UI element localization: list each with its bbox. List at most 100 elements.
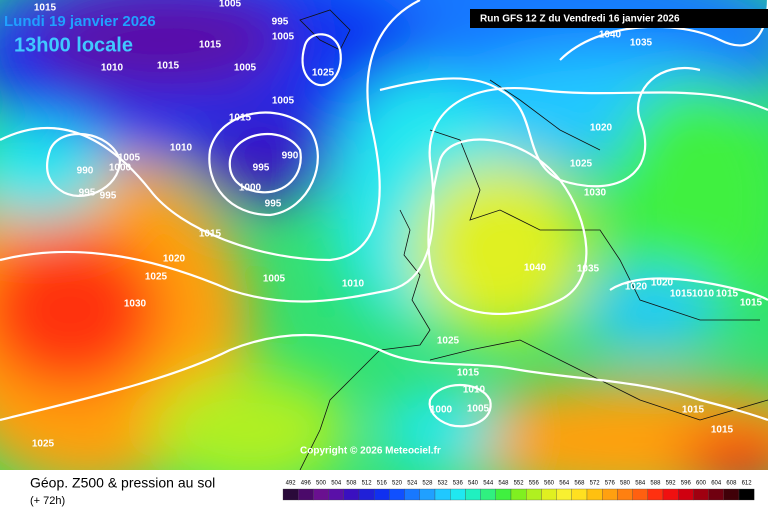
isobar-label: 1000: [109, 163, 132, 174]
isobar-label: 1015: [716, 289, 739, 300]
scale-swatch: [647, 488, 664, 501]
scale-label: 504: [331, 481, 342, 487]
scale-label: 572: [590, 481, 601, 487]
scale-swatch: [450, 488, 466, 501]
scale-swatch: [389, 488, 405, 501]
scale-label: 516: [377, 481, 388, 487]
scale-label: 500: [316, 481, 327, 487]
isobar-label: 1005: [272, 96, 295, 107]
scale-swatch: [541, 488, 557, 501]
scale-swatch: [343, 488, 360, 501]
isobar-label: 1035: [577, 264, 600, 275]
isobar-label: 1020: [651, 278, 674, 289]
scale-swatch: [617, 488, 633, 501]
isobar-label: 1025: [32, 439, 55, 450]
scale-label: 592: [666, 481, 677, 487]
scale-label: 496: [301, 481, 312, 487]
scale-swatch: [662, 488, 679, 501]
isobar-label: 1005: [118, 153, 141, 164]
isobar-label: 990: [77, 166, 94, 177]
isobar-label: 1015: [711, 425, 734, 436]
scale-label: 608: [726, 481, 737, 487]
isobar-label: 1020: [163, 254, 186, 265]
scale-label: 584: [635, 481, 646, 487]
scale-swatch: [632, 488, 648, 501]
scale-swatch: [602, 488, 618, 501]
scale-swatch: [313, 488, 329, 501]
isobars: [0, 0, 768, 428]
scale-swatch: [480, 488, 496, 501]
scale-swatch: [282, 488, 299, 501]
scale-swatch: [298, 488, 314, 501]
isobar-label: 1020: [590, 123, 613, 134]
scale-swatch: [723, 488, 740, 501]
isobar-label: 1010: [692, 289, 715, 300]
isobar-label: 990: [282, 151, 299, 162]
isobar-label: 1020: [625, 282, 648, 293]
scale-label: 580: [620, 481, 631, 487]
isobar-label: 1015: [199, 229, 222, 240]
scale-swatch: [495, 488, 512, 501]
isobar-label: 1005: [234, 63, 257, 74]
scale-label: 560: [544, 481, 555, 487]
isobar-label: 995: [100, 191, 117, 202]
isobar-label: 1015: [457, 368, 480, 379]
scale-label: 512: [362, 481, 373, 487]
footer-title: Géop. Z500 & pression au sol: [30, 475, 215, 491]
copyright: Copyright © 2026 Meteociel.fr: [300, 446, 441, 457]
isobar-label: 1040: [599, 30, 622, 41]
scale-label: 540: [468, 481, 479, 487]
scale-label: 600: [696, 481, 707, 487]
isobar-label: 995: [79, 188, 96, 199]
isobar-label: 1005: [263, 274, 286, 285]
scale-swatch: [556, 488, 572, 501]
scale-swatch: [526, 488, 542, 501]
scale-label: 528: [422, 481, 433, 487]
isobar-label: 1015: [199, 40, 222, 51]
scale-label: 544: [483, 481, 494, 487]
isobar-label: 1015: [740, 298, 763, 309]
isobar-label: 1025: [437, 336, 460, 347]
isobar-label: 1015: [229, 113, 252, 124]
scale-label: 536: [453, 481, 464, 487]
isobar-label: 995: [253, 163, 270, 174]
scale-label: 552: [514, 481, 525, 487]
scale-swatch: [434, 488, 451, 501]
isobar-label: 1030: [584, 188, 607, 199]
isobar-label: 1015: [682, 405, 705, 416]
run-box: [470, 9, 768, 28]
scale-swatch: [708, 488, 724, 501]
isobar-label: 1010: [101, 63, 124, 74]
scale-swatch: [419, 488, 436, 501]
isobar-label: 1010: [342, 279, 365, 290]
isobar-label: 1040: [524, 263, 547, 274]
scale-swatch: [510, 488, 527, 501]
isobar-label: 995: [265, 199, 282, 210]
scale-swatch: [404, 488, 420, 501]
scale-swatch: [571, 488, 588, 501]
isobar-label: 1015: [670, 289, 693, 300]
scale-label: 588: [650, 481, 661, 487]
isobar-label: 1025: [570, 159, 593, 170]
isobar-label: 1005: [467, 404, 490, 415]
isobar-label: 1005: [272, 32, 295, 43]
scale-swatch: [465, 488, 481, 501]
run-info: Run GFS 12 Z du Vendredi 16 janvier 2026: [480, 14, 680, 25]
scale-swatch: [374, 488, 390, 501]
scale-swatch: [693, 488, 709, 501]
scale-label: 548: [498, 481, 509, 487]
scale-label: 604: [711, 481, 722, 487]
scale-label: 492: [286, 481, 297, 487]
isobar-label: 1030: [124, 299, 147, 310]
scale-label: 564: [559, 481, 570, 487]
scale-swatch: [678, 488, 694, 501]
isobar-label: 1035: [630, 38, 653, 49]
isobar-label: 1000: [239, 183, 262, 194]
isobar-label: 1010: [463, 385, 486, 396]
forecast-date: Lundi 19 janvier 2026: [4, 13, 156, 30]
isobar-label: 1010: [170, 143, 193, 154]
coastlines: [299, 9, 768, 470]
